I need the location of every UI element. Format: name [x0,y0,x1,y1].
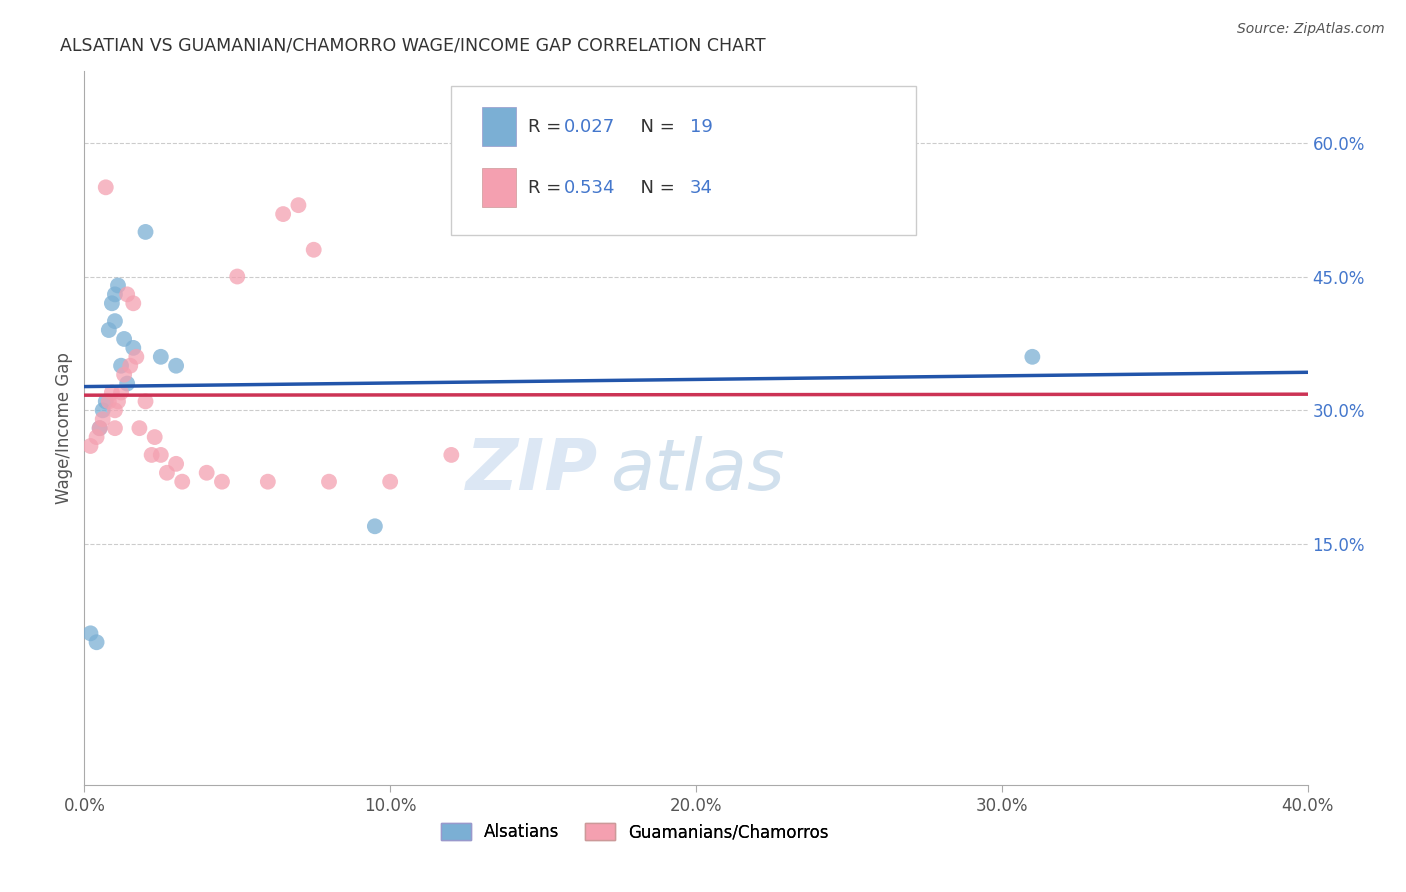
Point [122,341,145,355]
Text: N =: N = [628,178,681,196]
Point [104,403,127,417]
Point [110,385,132,400]
Point [79,439,101,453]
Point [172,475,194,489]
Point [101,296,124,310]
Point [89,421,111,435]
Point [1021,350,1043,364]
Point [104,314,127,328]
Point [104,421,127,435]
Point [143,430,166,444]
Point [364,519,387,533]
Point [94,180,117,194]
Point [89,421,111,435]
Y-axis label: Wage/Income Gap: Wage/Income Gap [55,352,73,504]
Text: ZIP: ZIP [465,436,598,506]
Text: Source: ZipAtlas.com: Source: ZipAtlas.com [1237,22,1385,37]
Point [112,332,135,346]
Point [302,243,325,257]
Point [380,475,402,489]
Point [165,457,187,471]
FancyBboxPatch shape [482,107,516,146]
Point [120,359,142,373]
Point [149,448,172,462]
Point [156,466,179,480]
Text: N =: N = [628,118,681,136]
Point [110,359,132,373]
Text: 0.027: 0.027 [564,118,614,136]
Text: R =: R = [529,118,568,136]
Point [128,421,150,435]
Point [107,394,129,409]
Text: atlas: atlas [610,436,785,506]
Text: 0.534: 0.534 [564,178,616,196]
Text: ALSATIAN VS GUAMANIAN/CHAMORRO WAGE/INCOME GAP CORRELATION CHART: ALSATIAN VS GUAMANIAN/CHAMORRO WAGE/INCO… [60,37,765,54]
Point [115,376,138,391]
Point [211,475,233,489]
Point [226,269,249,284]
Point [271,207,294,221]
Text: R =: R = [529,178,568,196]
Point [165,359,187,373]
Point [135,394,157,409]
Point [97,323,120,337]
Text: 34: 34 [690,178,713,196]
Point [86,635,108,649]
Point [94,394,117,409]
Point [135,225,157,239]
FancyBboxPatch shape [451,86,917,235]
Point [440,448,463,462]
Point [107,278,129,293]
Point [101,385,124,400]
Point [115,287,138,301]
Point [91,412,114,426]
Point [195,466,218,480]
Point [112,368,135,382]
Point [287,198,309,212]
Point [257,475,280,489]
Legend: Alsatians, Guamanians/Chamorros: Alsatians, Guamanians/Chamorros [434,816,835,848]
Point [91,403,114,417]
Point [97,394,120,409]
Point [104,287,127,301]
Point [318,475,340,489]
Point [122,296,145,310]
Point [141,448,163,462]
Point [79,626,101,640]
Text: 19: 19 [690,118,713,136]
Point [86,430,108,444]
Point [149,350,172,364]
Point [125,350,148,364]
FancyBboxPatch shape [482,168,516,207]
